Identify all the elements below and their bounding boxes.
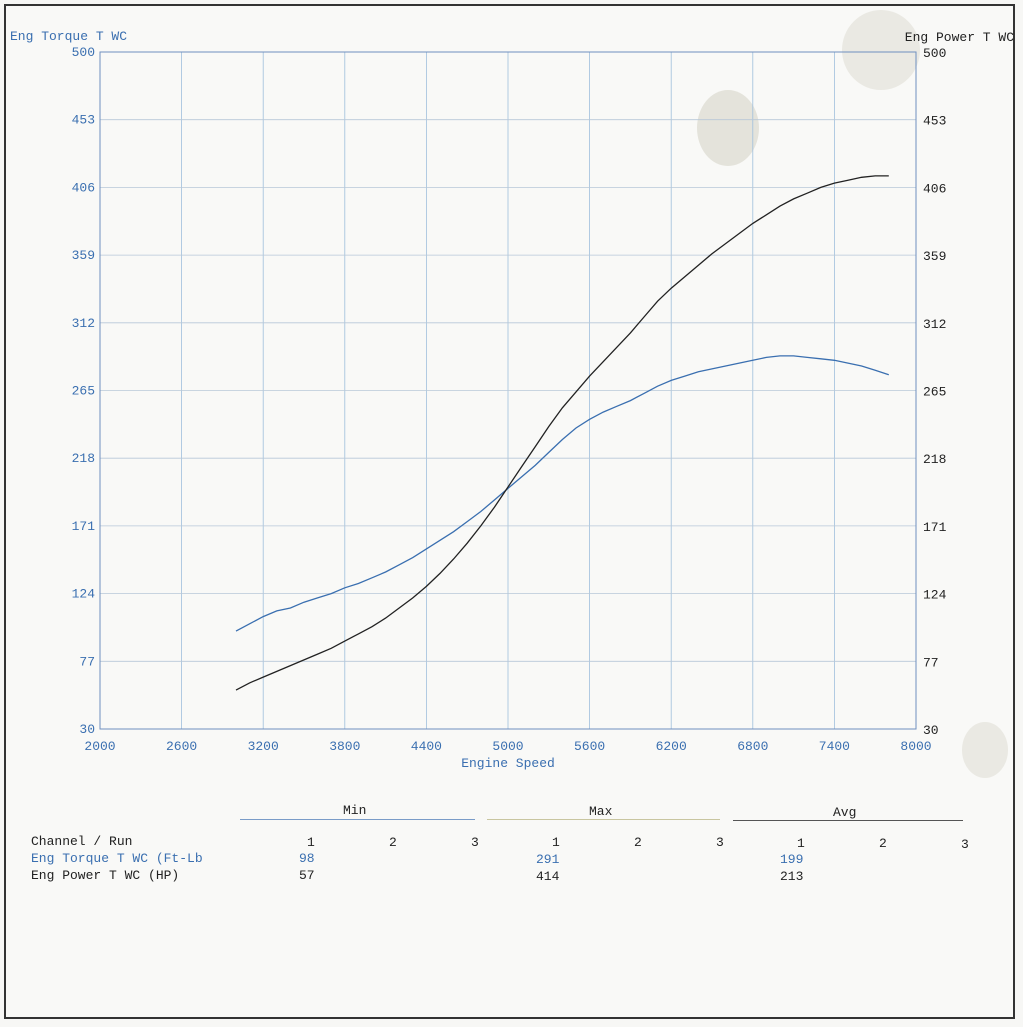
y-tick-label-right: 218	[923, 452, 946, 467]
y-tick-label-left: 500	[72, 45, 95, 60]
channel-run-header: Channel / Run	[31, 834, 133, 849]
y-tick-label-right: 77	[923, 655, 939, 670]
x-tick-label: 2000	[84, 739, 115, 754]
plot-grid	[99, 51, 917, 730]
power-line	[235, 175, 889, 691]
torque-row-label: Eng Torque T WC (Ft-Lb	[31, 851, 203, 866]
y-tick-label-left: 312	[72, 316, 95, 331]
y-tick-label-left: 359	[72, 248, 95, 263]
group-min-line	[240, 819, 475, 820]
run-header: 2	[879, 836, 887, 851]
run-header: 1	[797, 836, 805, 851]
group-max-line	[487, 819, 720, 820]
axis-ticks: 2000 2600 3200 3800 4400 5000 5600 6200 6800 7400…	[72, 45, 947, 754]
torque-max: 291	[536, 852, 560, 867]
y-tick-label-right: 265	[923, 385, 946, 400]
run-header: 3	[716, 835, 724, 850]
power-min: 57	[299, 868, 315, 883]
y-tick-label-right: 124	[923, 588, 947, 603]
right-axis-title: Eng Power T WC	[905, 30, 1014, 45]
x-tick-label: 8000	[900, 739, 931, 754]
dyno-sheet	[4, 4, 1015, 1019]
y-tick-label-right: 359	[923, 249, 946, 264]
coffee-stain	[697, 90, 759, 166]
run-header: 3	[471, 835, 479, 850]
y-tick-label-left: 124	[72, 587, 96, 602]
y-tick-label-left: 171	[72, 519, 96, 534]
coffee-stain	[962, 722, 1008, 778]
x-axis-title: Engine Speed	[461, 756, 555, 771]
dyno-chart: Eng Torque T WC Eng Power T WC Engine Sp…	[10, 29, 1014, 771]
x-tick-label: 7400	[819, 739, 850, 754]
y-tick-label-right: 406	[923, 181, 946, 196]
group-min: Min	[343, 803, 367, 818]
torque-avg: 199	[780, 852, 804, 867]
y-tick-label-left: 265	[72, 384, 95, 399]
y-tick-label-right: 171	[923, 520, 947, 535]
y-tick-label-right: 30	[923, 723, 939, 738]
group-avg-line	[733, 820, 963, 821]
power-row-label: Eng Power T WC (HP)	[31, 868, 180, 883]
y-tick-label-right: 500	[923, 46, 946, 61]
torque-min: 98	[299, 851, 315, 866]
left-axis-title: Eng Torque T WC	[10, 29, 127, 44]
y-tick-label-left: 30	[79, 722, 95, 737]
group-avg: Avg	[833, 805, 857, 820]
x-tick-label: 3800	[329, 739, 360, 754]
coffee-stain	[842, 10, 920, 90]
y-tick-label-right: 312	[923, 317, 946, 332]
plot-frame	[99, 51, 917, 730]
series-lines	[235, 175, 890, 691]
y-tick-label-left: 453	[72, 113, 95, 128]
y-tick-label-left: 218	[72, 451, 95, 466]
group-max: Max	[589, 804, 613, 819]
summary-table: Min Max Avg Channel / Run 1 2 3 1 2 3 1 …	[0, 800, 1023, 900]
x-tick-label: 6200	[656, 739, 687, 754]
run-header: 1	[307, 835, 315, 850]
x-tick-label: 5000	[492, 739, 523, 754]
x-tick-label: 5600	[574, 739, 605, 754]
x-tick-label: 2600	[166, 739, 197, 754]
run-header: 2	[389, 835, 397, 850]
run-header: 1	[552, 835, 560, 850]
y-tick-label-right: 453	[923, 114, 946, 129]
x-tick-label: 3200	[248, 739, 279, 754]
x-tick-label: 4400	[411, 739, 442, 754]
x-tick-label: 6800	[737, 739, 768, 754]
power-max: 414	[536, 869, 560, 884]
run-header: 2	[634, 835, 642, 850]
y-tick-label-left: 406	[72, 180, 95, 195]
y-tick-label-left: 77	[79, 654, 95, 669]
run-header: 3	[961, 837, 969, 852]
torque-line	[235, 355, 890, 632]
power-avg: 213	[780, 869, 804, 884]
